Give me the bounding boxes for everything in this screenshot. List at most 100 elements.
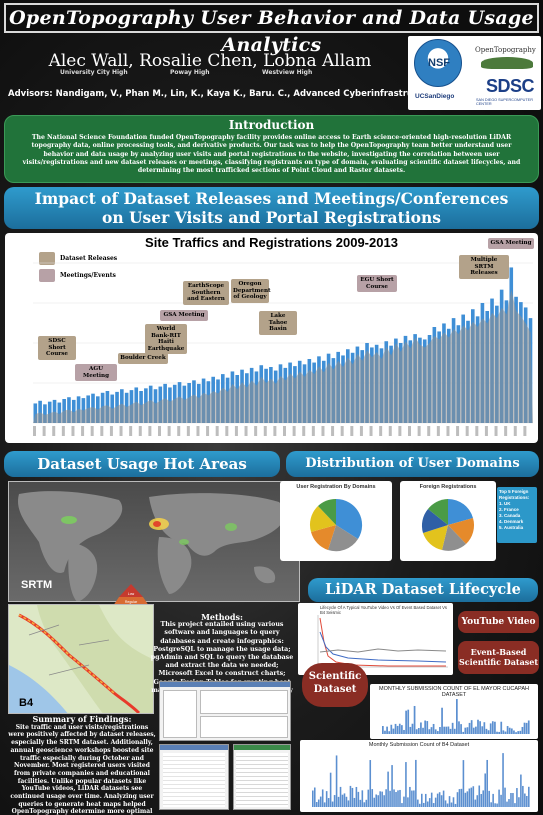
pgadmin-screenshot (159, 681, 291, 741)
submission-bar (428, 798, 431, 807)
submission-bar (446, 803, 449, 807)
submission-bar (488, 790, 490, 807)
submission-bar (470, 720, 473, 734)
x-tick-label (263, 426, 267, 436)
submission-bar (510, 728, 513, 734)
submission-bar (392, 728, 395, 734)
x-tick-label (158, 426, 161, 436)
submission-bar (327, 798, 330, 807)
submission-bar (454, 803, 457, 807)
submission-bar (403, 729, 405, 734)
submission-bar (524, 793, 526, 807)
submission-bar (405, 762, 407, 807)
x-tick-label (350, 426, 354, 436)
submission-bar (468, 788, 471, 807)
submission-bar (506, 726, 509, 734)
submission-bar (523, 722, 526, 734)
submission-bar (401, 725, 403, 734)
submission-bar (513, 730, 515, 734)
x-tick-label (417, 426, 421, 436)
submission-bar (397, 790, 399, 807)
submission-bar (391, 765, 393, 807)
submission-bar (502, 753, 504, 807)
submission-bar (385, 789, 387, 807)
submission-bar (472, 727, 475, 734)
submission-bar (329, 772, 332, 807)
x-tick-label (436, 426, 440, 436)
traffic-bar (57, 402, 62, 423)
submission-bar (432, 803, 435, 807)
submission-bar (409, 726, 412, 734)
traffic-bar (43, 404, 47, 423)
pie-foreign-panel: Foreign Registrations (400, 481, 496, 561)
submission-bar (388, 731, 391, 734)
title-bar: OpenTopography User Behavior and Data Us… (4, 3, 539, 56)
traffic-bar (47, 401, 52, 423)
submission-bar (468, 722, 471, 734)
submission-bar (442, 790, 445, 807)
srtm-heat-map: SRTM (8, 481, 300, 602)
pie-domains-title: User Registration By Domains (296, 484, 376, 490)
sdsc-logo: SDSC (486, 76, 535, 96)
callout-oregon: Oregon Department of Geology (231, 279, 271, 303)
submission-bar (474, 799, 477, 807)
submission-bar (387, 771, 389, 807)
submission-bar (500, 794, 502, 807)
submission-bar (413, 790, 415, 807)
submission-bar (415, 759, 417, 807)
submission-bar (405, 710, 407, 734)
x-tick-label (379, 426, 383, 436)
submission-bar (312, 790, 314, 807)
summary-text: Site traffic and user visits/registratio… (8, 723, 156, 815)
submission-bar (379, 791, 381, 807)
submission-bar (477, 719, 479, 734)
submission-bar (466, 727, 469, 734)
top5-item: 3. Canada (499, 513, 521, 518)
submission-bar (386, 726, 388, 734)
x-tick-label (465, 426, 469, 436)
submission-bar (381, 791, 383, 807)
submission-bar (504, 787, 506, 807)
site-traffic-chart: Site Traffics and Registrations 2009-201… (5, 233, 538, 443)
submission-bar (464, 727, 467, 734)
submission-bar (411, 790, 413, 807)
submission-bar (452, 797, 455, 807)
lifecycle-chart-title: Lifecycle Of A Typical YouTube Video Vs … (320, 605, 448, 615)
submission-bar (319, 796, 322, 807)
submission-bar (500, 721, 503, 734)
submission-bar (325, 791, 328, 807)
submission-bar (363, 802, 366, 807)
chart-legend: Dataset Releases Meetings/Events (39, 250, 117, 284)
submission-bar (439, 727, 441, 734)
scientific-dataset-box: Scientific Dataset (302, 663, 368, 707)
submission-bar (421, 793, 423, 807)
submission-bar (480, 794, 483, 807)
x-tick-label (398, 426, 402, 436)
submission-bar (393, 789, 395, 807)
submission-bar (494, 803, 496, 807)
b4-label: B4 (19, 697, 34, 709)
x-tick-label (321, 426, 325, 436)
introduction-section: Introduction The National Science Founda… (4, 115, 539, 183)
submission-bar (481, 726, 484, 734)
x-tick-label (446, 426, 450, 436)
x-tick-label (494, 426, 498, 436)
submission-bar (444, 800, 447, 807)
callout-sdsc-short-course: SDSC Short Course (38, 336, 76, 360)
traffic-bar (38, 400, 42, 423)
submission-bar (432, 723, 435, 734)
x-tick-label (167, 426, 171, 436)
x-tick-label (244, 426, 248, 436)
submission-bar (355, 786, 358, 807)
submission-bar (401, 803, 403, 807)
submission-bar (422, 727, 424, 734)
traffic-bars (33, 262, 533, 436)
submission-bar (462, 760, 465, 807)
summary-heading: Summary of Findings: (32, 714, 132, 724)
x-tick-label (177, 426, 181, 436)
top5-item: 4. Denmark (499, 519, 524, 524)
submission-bar (462, 731, 465, 734)
submission-bar (341, 794, 344, 807)
excel-screenshot (233, 744, 291, 810)
